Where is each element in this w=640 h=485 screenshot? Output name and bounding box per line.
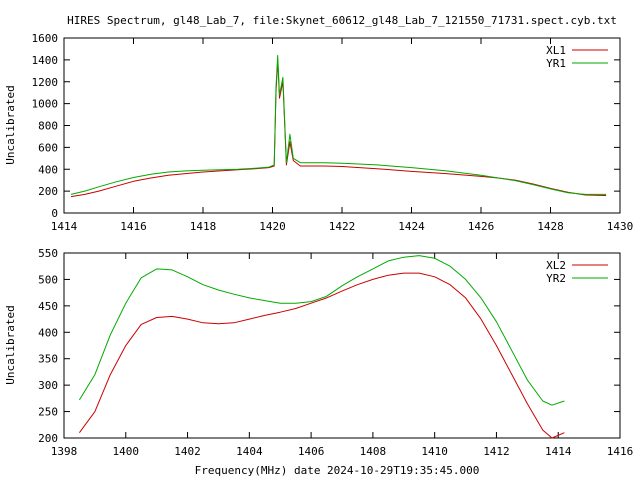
bottom-x-tick-label: 1402 [174, 445, 201, 458]
bottom-y-tick-label: 300 [38, 379, 58, 392]
bottom-y-tick-label: 550 [38, 247, 58, 260]
top-y-tick-label: 800 [38, 120, 58, 133]
top-x-tick-label: 1418 [190, 220, 217, 233]
series-line-xl1 [70, 59, 607, 198]
top-y-tick-label: 0 [51, 207, 58, 220]
top-x-tick-label: 1414 [51, 220, 78, 233]
top-x-tick-label: 1426 [468, 220, 495, 233]
top-spectrum-panel: Uncalibrated 1414 1416 1418 1420 1422 1424 142… [4, 32, 633, 233]
top-y-tick-label: 1000 [32, 98, 59, 111]
chart-title: HIRES Spectrum, gl48_Lab_7, file:Skynet_… [67, 14, 617, 27]
bottom-plot-frame [63, 252, 621, 439]
top-series-lines [70, 55, 607, 198]
bottom-x-axis-label: Frequency(MHz) date 2024-10-29T19:35:45.… [195, 464, 480, 477]
series-line-xl2 [78, 272, 565, 439]
top-x-tick-label: 1422 [329, 220, 356, 233]
bottom-y-tick-label: 200 [38, 432, 58, 445]
top-y-tick-label: 600 [38, 141, 58, 154]
legend-label-xl1: XL1 [546, 44, 566, 57]
top-x-tick-label: 1428 [537, 220, 564, 233]
top-y-tick-label: 200 [38, 185, 58, 198]
legend-label-yr1: YR1 [546, 57, 566, 70]
bottom-x-tick-label: 1414 [545, 445, 572, 458]
series-line-yr1 [70, 55, 607, 195]
bottom-y-tick-label: 350 [38, 353, 58, 366]
top-x-tick-label: 1430 [607, 220, 634, 233]
bottom-series-lines [78, 255, 565, 439]
legend-label-xl2: XL2 [546, 259, 566, 272]
top-y-tick-label: 1400 [32, 54, 59, 67]
bottom-y-axis-label: Uncalibrated [4, 305, 17, 384]
bottom-x-tick-label: 1408 [360, 445, 387, 458]
bottom-x-tick-label: 1406 [298, 445, 325, 458]
bottom-axis-ticks: 1398 1400 1402 1404 1406 1408 1410 1412 1414 1416… [38, 247, 633, 458]
top-y-tick-label: 1200 [32, 76, 59, 89]
bottom-x-tick-label: 1400 [113, 445, 140, 458]
series-line-yr2 [78, 255, 565, 406]
bottom-spectrum-panel: Uncalibrated Frequency(MHz) date 2024-10… [4, 247, 633, 477]
bottom-x-tick-label: 1410 [421, 445, 448, 458]
bottom-y-tick-label: 400 [38, 326, 58, 339]
top-y-axis-label: Uncalibrated [4, 85, 17, 164]
top-x-tick-label: 1416 [120, 220, 147, 233]
bottom-x-tick-label: 1398 [51, 445, 78, 458]
legend-label-yr2: YR2 [546, 272, 566, 285]
top-x-tick-label: 1420 [259, 220, 286, 233]
top-plot-frame [63, 37, 621, 214]
bottom-y-tick-label: 500 [38, 273, 58, 286]
top-y-tick-label: 1600 [32, 32, 59, 45]
bottom-x-tick-label: 1404 [236, 445, 263, 458]
top-x-tick-label: 1424 [398, 220, 425, 233]
bottom-y-tick-label: 450 [38, 300, 58, 313]
top-y-tick-label: 400 [38, 163, 58, 176]
top-axis-ticks: 1414 1416 1418 1420 1422 1424 1426 1428 1430 0 200… [32, 32, 634, 233]
bottom-x-tick-label: 1416 [607, 445, 634, 458]
bottom-x-tick-label: 1412 [483, 445, 510, 458]
bottom-y-tick-label: 250 [38, 406, 58, 419]
